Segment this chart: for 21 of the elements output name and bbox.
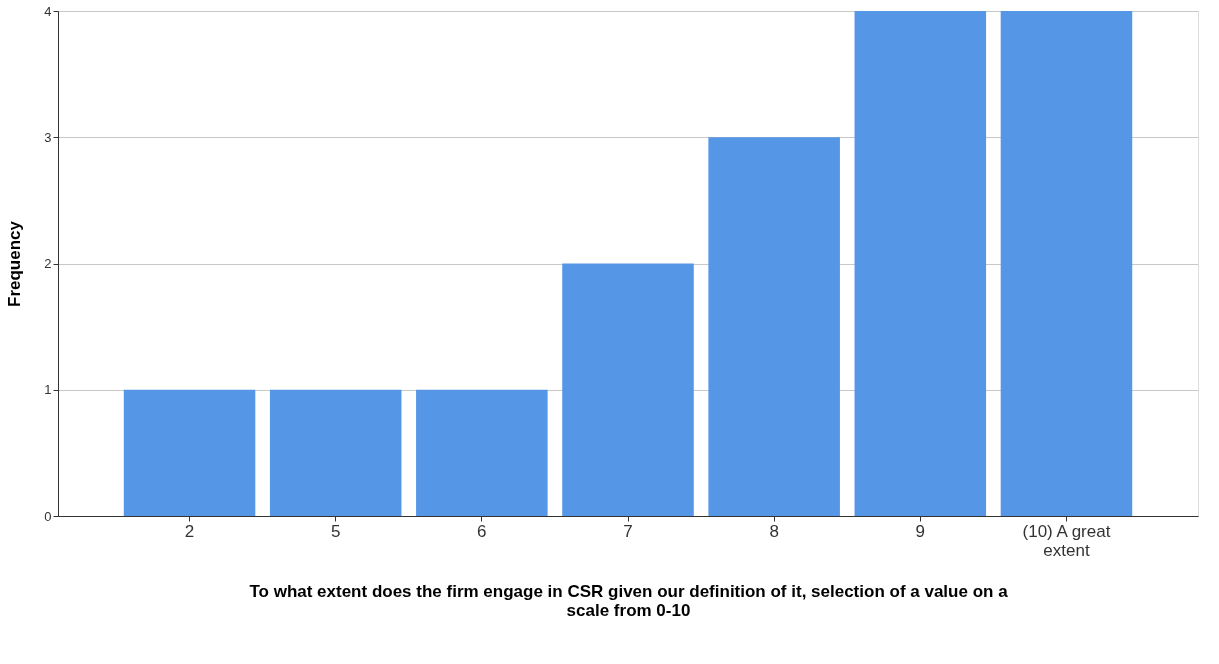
- x-axis-title: To what extent does the firm engage in CSR given our definition of it, selection of a value on a scale from 0-10: [249, 581, 1009, 620]
- bar: [562, 263, 694, 516]
- y-axis-title: Frequency: [5, 220, 25, 307]
- bar: [269, 389, 402, 516]
- x-tick-label: 2: [184, 521, 195, 541]
- bar: [854, 11, 987, 516]
- y-tick-label: 3: [44, 129, 52, 145]
- x-tick-label: 6: [477, 521, 487, 541]
- bar: [1000, 11, 1133, 516]
- y-tick-label: 4: [44, 3, 52, 19]
- x-tick-label: (10) A great extent: [1022, 521, 1111, 560]
- y-tick-label: 1: [44, 382, 52, 398]
- x-tick-label: 7: [623, 521, 633, 541]
- x-tick-label: 8: [769, 521, 779, 541]
- y-tick-label: 2: [44, 256, 52, 271]
- bar: [708, 137, 840, 516]
- x-tick-label: 9: [915, 521, 926, 541]
- x-tick-label: 5: [330, 521, 341, 541]
- bar: [416, 389, 548, 516]
- bar: [123, 389, 256, 516]
- y-tick-label: 0: [44, 508, 52, 524]
